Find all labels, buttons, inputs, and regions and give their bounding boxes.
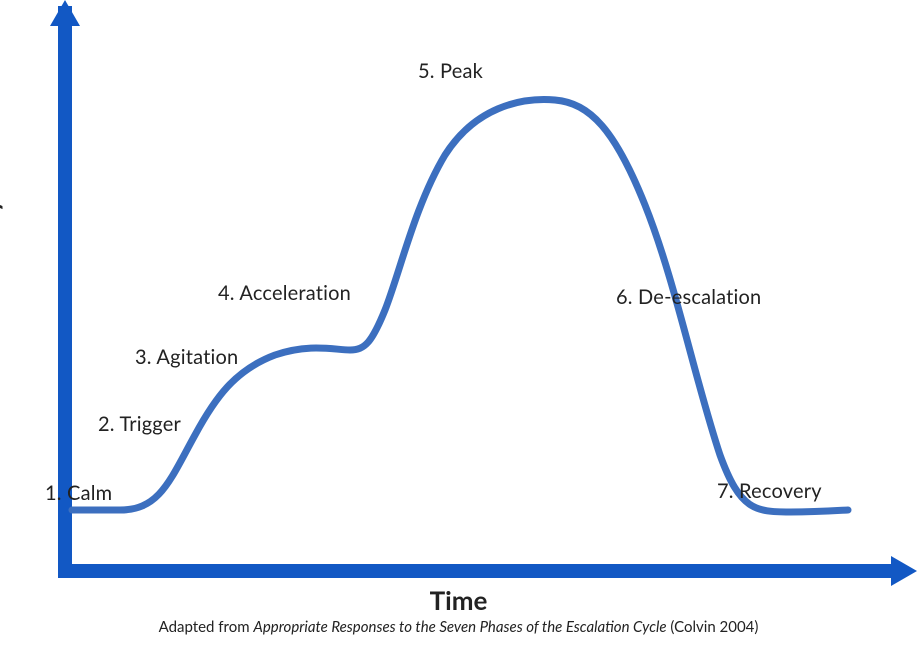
plot-svg xyxy=(0,0,917,647)
phase-label-trigger: 2. Trigger xyxy=(98,413,181,435)
x-axis-arrowhead xyxy=(891,556,917,586)
phase-label-deescalation: 6. De-escalation xyxy=(616,286,761,308)
phase-label-peak: 5. Peak xyxy=(418,60,483,82)
escalation-cycle-diagram: Intensity Time 1. Calm 2. Trigger 3. Agita… xyxy=(0,0,917,647)
caption-suffix: (Colvin 2004) xyxy=(667,618,759,636)
source-caption: Adapted from Appropriate Responses to th… xyxy=(0,618,917,636)
y-axis-label: Intensity xyxy=(0,198,4,300)
x-axis-label: Time xyxy=(0,584,917,616)
caption-prefix: Adapted from xyxy=(159,618,254,636)
phase-label-recovery: 7. Recovery xyxy=(717,480,822,502)
caption-italic: Appropriate Responses to the Seven Phase… xyxy=(253,618,666,636)
phase-label-acceleration: 4. Acceleration xyxy=(218,282,351,304)
phase-label-calm: 1. Calm xyxy=(45,482,112,504)
y-axis-arrowhead xyxy=(50,0,80,26)
phase-label-agitation: 3. Agitation xyxy=(135,346,238,368)
